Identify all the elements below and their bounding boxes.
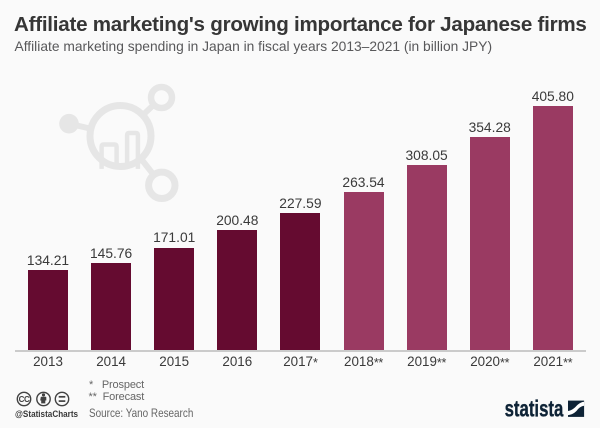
- svg-text:statista: statista: [505, 395, 565, 421]
- svg-text:CC: CC: [19, 395, 30, 404]
